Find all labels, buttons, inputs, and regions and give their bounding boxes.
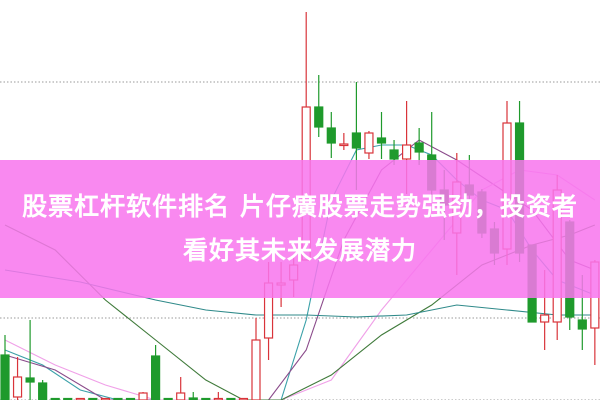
candle-down [50,397,60,400]
candle-up [176,392,186,400]
candle-down [88,397,98,400]
candle-down [125,397,136,400]
candle-down [201,397,211,400]
candle-down [163,397,173,400]
candle-down [314,106,324,128]
candle-down [38,382,48,400]
candle-up [100,397,111,400]
candle-up [540,314,550,323]
candle-down [414,142,424,153]
headline-banner: 股票杠杆软件排名 片仔癀股票走势强劲，投资者 看好其未来发展潜力 [0,160,600,298]
headline-line-1: 股票杠杆软件排名 片仔癀股票走势强劲，投资者 [22,192,578,221]
candle-down [188,397,198,400]
candle-down [351,132,361,149]
candle-up [251,339,261,400]
candle-up [12,376,23,398]
candle-down [326,127,336,144]
candle-up [138,392,148,400]
candle-down [577,319,587,330]
headline-line-2: 看好其未来发展潜力 [182,236,417,265]
candle-down [389,149,399,160]
candle-up [364,132,374,154]
candle-up [75,397,85,400]
candle-up [402,144,412,160]
candle-down [25,377,35,383]
candle-down [376,137,387,144]
candle-down [226,397,236,400]
candle-up [213,397,223,400]
candle-up [238,397,249,400]
candle-down [113,397,123,400]
candle-up [339,143,349,147]
candle-down [63,397,73,400]
candle-down [151,355,161,400]
candle-down [0,354,10,400]
